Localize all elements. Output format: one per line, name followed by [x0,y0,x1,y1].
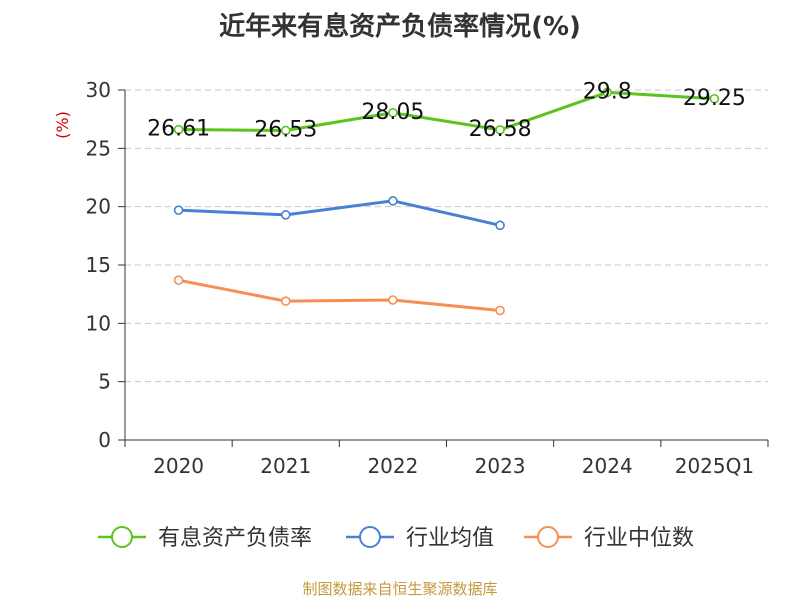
legend-item-3[interactable]: 行业中位数 [524,526,694,551]
data-point [280,296,291,306]
data-point [388,196,398,206]
y-axis-label: (%) [53,111,72,139]
data-label: 29.8 [583,79,632,104]
legend-marker [537,526,559,548]
legend-label: 行业中位数 [584,526,694,551]
data-point [173,124,184,135]
legend-marker [111,526,133,548]
legend[interactable]: 有息资产负债率 行业均值 行业中位数 [98,526,694,551]
x-tick-label: 2021 [260,454,311,478]
y-tick-label: 10 [86,311,111,335]
series-3 [173,275,505,316]
data-point [709,93,720,104]
series-2 [173,196,505,231]
data-label: 26.61 [147,117,210,142]
series-1: 26.61 26.53 28.05 26.58 29.8 29.25 [147,79,746,142]
series-line [178,199,501,227]
axes: 0 5 10 15 20 25 30 2020 2021 2022 2023 2024 2025Q1 (%… [53,78,769,478]
data-point [280,125,291,136]
data-label: 29.25 [683,86,746,111]
series-group: 26.61 26.53 28.05 26.58 29.8 29.25 [147,79,746,316]
y-tick-label: 0 [98,428,111,452]
data-point [388,295,398,305]
x-tick-label: 2023 [475,454,526,478]
data-point [173,205,184,215]
y-tick-label: 25 [86,136,111,160]
grid-lines [125,89,768,383]
data-label: 26.53 [254,117,317,142]
y-tick-label: 20 [86,195,111,219]
data-point [495,125,505,135]
y-tick-label: 5 [98,370,111,394]
legend-label: 有息资产负债率 [158,526,312,551]
y-tick-label: 30 [86,78,111,102]
data-point [602,87,613,98]
source-note: 制图数据来自恒生聚源数据库 [302,580,498,598]
legend-item-2[interactable]: 行业均值 [346,526,494,551]
chart-title: 近年来有息资产负债率情况(%) [219,12,581,42]
data-point [495,220,505,231]
legend-marker [359,526,381,548]
data-point [388,107,398,118]
data-point [495,305,505,316]
data-label: 28.05 [361,100,424,125]
legend-label: 行业均值 [406,526,494,551]
legend-item-1[interactable]: 有息资产负债率 [98,526,312,551]
x-tick-label: 2022 [367,454,418,478]
series-line [178,90,715,132]
x-tick-label: 2020 [153,454,204,478]
data-label: 26.58 [469,117,532,142]
data-point [280,210,291,220]
data-point [173,275,184,285]
x-tick-label: 2025Q1 [675,454,754,478]
y-tick-label: 15 [86,253,111,277]
x-tick-label: 2024 [582,454,633,478]
series-line [178,278,501,312]
